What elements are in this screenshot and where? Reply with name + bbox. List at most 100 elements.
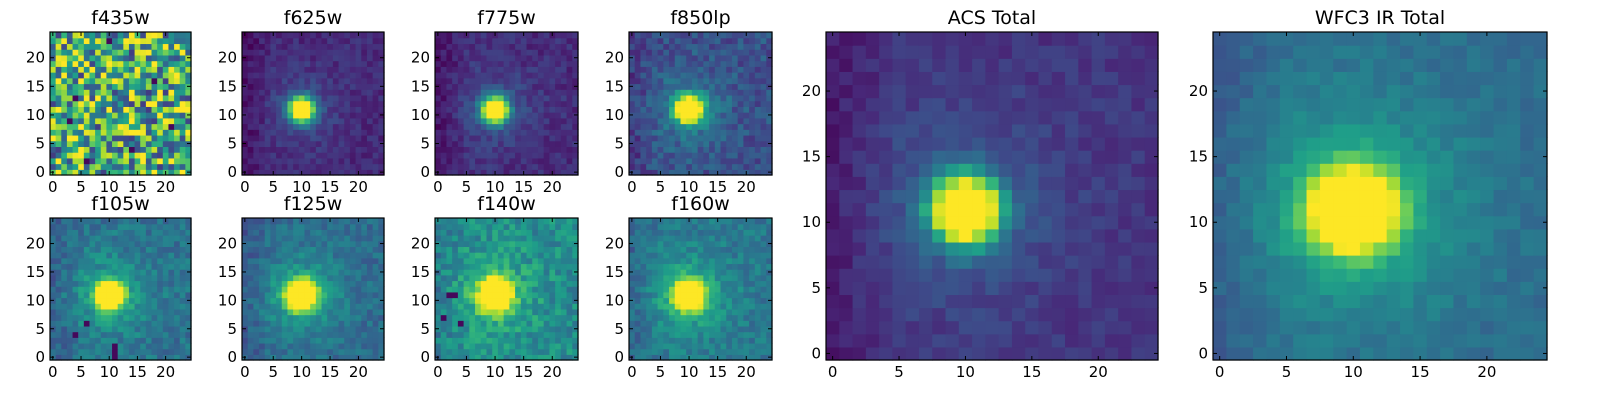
- heatmap-pixel: [686, 342, 693, 350]
- heatmap-pixel: [366, 337, 374, 344]
- heatmap-pixel: [452, 263, 459, 270]
- heatmap-pixel: [509, 291, 516, 299]
- heatmap-pixel: [691, 280, 699, 287]
- heatmap-pixel: [162, 303, 170, 310]
- heatmap-pixel: [134, 157, 141, 165]
- heatmap-pixel: [697, 314, 704, 321]
- heatmap-pixel: [760, 297, 767, 304]
- heatmap-pixel: [515, 269, 522, 276]
- heatmap-pixel: [691, 123, 699, 130]
- heatmap-pixel: [72, 37, 79, 45]
- heatmap-pixel: [310, 146, 317, 153]
- heatmap-pixel: [703, 100, 710, 107]
- heatmap-pixel: [55, 37, 62, 45]
- heatmap-pixel: [95, 54, 102, 62]
- y-tick-label: 5: [227, 320, 237, 338]
- heatmap-pixel: [709, 337, 716, 344]
- heatmap-pixel: [372, 49, 379, 56]
- heatmap-pixel: [157, 146, 164, 153]
- heatmap-pixel: [651, 106, 659, 113]
- heatmap-pixel: [537, 112, 545, 119]
- heatmap-pixel: [298, 129, 306, 136]
- heatmap-pixel: [140, 83, 147, 90]
- heatmap-pixel: [327, 152, 334, 159]
- heatmap-pixel: [72, 297, 79, 304]
- heatmap-pixel: [532, 286, 539, 293]
- heatmap-pixel: [78, 83, 85, 90]
- heatmap-pixel: [532, 223, 539, 230]
- heatmap-pixel: [549, 303, 556, 310]
- heatmap-pixel: [440, 60, 448, 67]
- heatmap-pixel: [259, 129, 266, 136]
- heatmap-pixel: [179, 134, 186, 142]
- heatmap-pixel: [361, 291, 368, 299]
- heatmap-pixel: [686, 269, 693, 276]
- heatmap-pixel: [145, 123, 153, 130]
- heatmap-pixel: [83, 218, 91, 225]
- heatmap-pixel: [151, 140, 158, 147]
- heatmap-pixel: [89, 342, 96, 350]
- heatmap-pixel: [310, 134, 317, 142]
- heatmap-pixel: [253, 257, 260, 265]
- heatmap-pixel: [372, 134, 379, 142]
- heatmap-pixel: [242, 342, 249, 350]
- heatmap-pixel: [674, 60, 682, 67]
- heatmap-pixel: [140, 223, 147, 230]
- heatmap-pixel: [446, 37, 453, 45]
- axes-frame: [628, 31, 773, 176]
- heatmap-pixel: [475, 320, 482, 327]
- heatmap-pixel: [555, 257, 562, 265]
- heatmap-pixel: [669, 291, 676, 299]
- heatmap-pixel: [78, 240, 85, 247]
- heatmap-pixel: [355, 49, 362, 56]
- heatmap-pixel: [276, 325, 283, 333]
- heatmap-pixel: [310, 72, 317, 79]
- heatmap-pixel: [100, 263, 107, 270]
- heatmap-pixel: [83, 314, 91, 321]
- x-tick-label: 15: [320, 178, 339, 196]
- heatmap-pixel: [128, 348, 136, 355]
- heatmap-pixel: [572, 331, 579, 338]
- y-tick-label: 20: [411, 49, 430, 67]
- heatmap-pixel: [634, 72, 642, 79]
- heatmap-pixel: [372, 342, 379, 350]
- heatmap-pixel: [349, 32, 357, 39]
- heatmap-pixel: [276, 240, 283, 247]
- heatmap-pixel: [651, 303, 659, 310]
- heatmap-pixel: [486, 54, 493, 62]
- heatmap-pixel: [281, 235, 289, 242]
- heatmap-pixel: [515, 263, 522, 270]
- heatmap-pixel: [185, 263, 192, 270]
- heatmap-pixel: [338, 163, 345, 170]
- heatmap-pixel: [543, 297, 550, 304]
- heatmap-pixel: [680, 49, 687, 56]
- heatmap-pixel: [304, 229, 311, 236]
- heatmap-pixel: [446, 112, 453, 119]
- heatmap-pixel: [457, 49, 465, 56]
- heatmap-pixel: [697, 32, 704, 39]
- heatmap-pixel: [452, 274, 459, 282]
- heatmap-pixel: [89, 269, 96, 276]
- heatmap-pixel: [520, 94, 528, 102]
- heatmap-pixel: [349, 54, 357, 62]
- heatmap-pixel: [174, 66, 181, 73]
- heatmap-pixel: [66, 66, 74, 73]
- heatmap-pixel: [378, 246, 385, 253]
- heatmap-pixel: [145, 37, 153, 45]
- heatmap-pixel: [145, 157, 153, 165]
- heatmap-pixel: [463, 252, 470, 259]
- heatmap-pixel: [537, 240, 545, 247]
- heatmap-pixel: [475, 163, 482, 170]
- heatmap-pixel: [760, 43, 767, 50]
- heatmap-pixel: [287, 342, 294, 350]
- x-tick-label: 10: [100, 178, 119, 196]
- heatmap-pixel: [361, 157, 368, 165]
- heatmap-pixel: [157, 252, 164, 259]
- heatmap-pixel: [61, 117, 68, 125]
- heatmap-pixel: [112, 280, 119, 287]
- heatmap-pixel: [515, 37, 522, 45]
- x-tick-label: 20: [543, 178, 562, 196]
- heatmap-pixel: [372, 308, 379, 316]
- heatmap-pixel: [737, 129, 744, 136]
- heatmap-pixel: [344, 117, 351, 125]
